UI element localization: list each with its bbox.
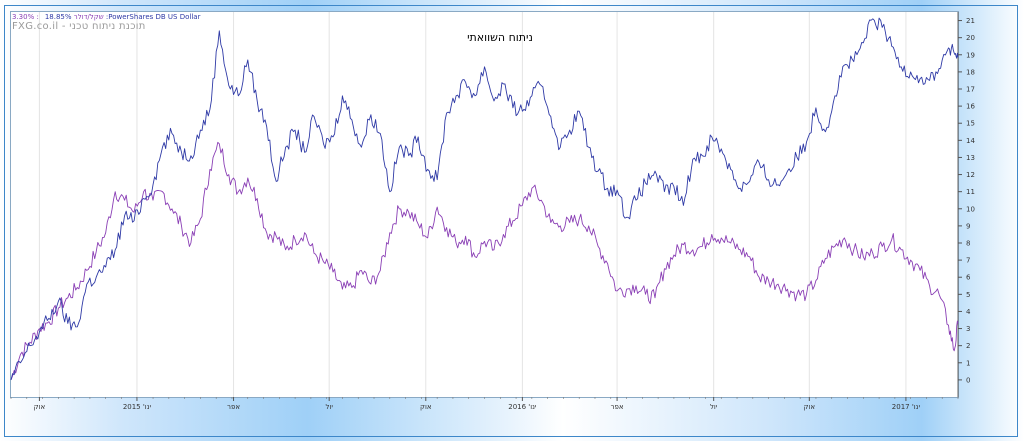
y-tick-label-0: 0 bbox=[966, 376, 970, 384]
y-tick-label-20: 20 bbox=[966, 34, 975, 42]
y-tick-label-16: 16 bbox=[966, 103, 975, 111]
y-tick-label-12: 12 bbox=[966, 171, 975, 179]
x-tick-label-2: אפר bbox=[227, 403, 240, 411]
y-tick-label-15: 15 bbox=[966, 120, 975, 128]
x-tick-label-8: אוק bbox=[804, 403, 816, 411]
x-tick-label-7: יול bbox=[710, 403, 718, 411]
y-tick-label-10: 10 bbox=[966, 205, 975, 213]
brand-logo-text: FXG.co.il - תוכנת ניתוח טכני bbox=[12, 21, 146, 32]
legend-item-powershares: 18.85% :PowerShares DB US Dollar bbox=[44, 13, 201, 21]
chart-title: ניתוח השוואתי bbox=[467, 31, 533, 44]
chart-frame bbox=[4, 5, 1018, 437]
y-tick-label-19: 19 bbox=[966, 51, 975, 59]
y-tick-label-14: 14 bbox=[966, 137, 975, 145]
x-tick-label-3: יול bbox=[325, 403, 333, 411]
x-tick-label-0: אוק bbox=[34, 403, 46, 411]
y-tick-label-9: 9 bbox=[966, 222, 970, 230]
x-tick-label-4: אוק bbox=[420, 403, 432, 411]
x-tick-label-5: ינו' 2016 bbox=[508, 403, 537, 411]
series-line-ils-usd bbox=[10, 141, 959, 381]
series-line-powershares bbox=[10, 17, 959, 381]
y-tick-label-3: 3 bbox=[966, 325, 970, 333]
y-tick-label-5: 5 bbox=[966, 291, 970, 299]
y-tick-label-18: 18 bbox=[966, 68, 975, 76]
legend-item-ils-usd: 3.30% :שקל/דולר bbox=[12, 13, 104, 21]
y-tick-label-21: 21 bbox=[966, 17, 975, 25]
y-tick-label-17: 17 bbox=[966, 86, 975, 94]
x-tick-label-1: ינו' 2015 bbox=[123, 403, 152, 411]
y-tick-label-7: 7 bbox=[966, 257, 970, 265]
x-tick-label-9: ינו' 2017 bbox=[892, 403, 921, 411]
y-tick-label-6: 6 bbox=[966, 274, 971, 282]
x-tick-label-6: אפר bbox=[611, 403, 624, 411]
y-tick-label-8: 8 bbox=[966, 240, 970, 248]
y-tick-label-4: 4 bbox=[966, 308, 971, 316]
y-tick-label-13: 13 bbox=[966, 154, 975, 162]
y-tick-label-11: 11 bbox=[966, 188, 975, 196]
y-tick-label-1: 1 bbox=[966, 359, 970, 367]
legend: 3.30% :שקל/דולר 18.85% :PowerShares DB U… bbox=[12, 13, 200, 21]
y-tick-label-2: 2 bbox=[966, 342, 970, 350]
